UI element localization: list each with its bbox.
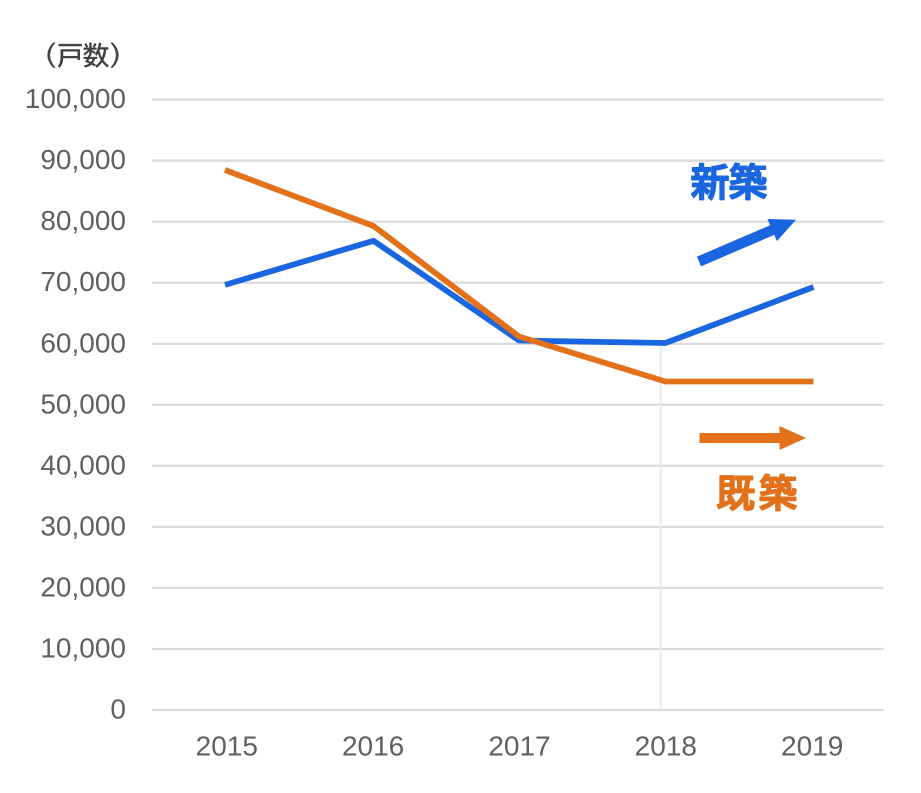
svg-text:100,000: 100,000 [25,83,126,114]
svg-text:60,000: 60,000 [40,327,126,358]
svg-text:2017: 2017 [488,731,550,762]
svg-text:80,000: 80,000 [40,205,126,236]
svg-text:2019: 2019 [781,731,843,762]
svg-text:10,000: 10,000 [40,633,126,664]
svg-text:40,000: 40,000 [40,449,126,480]
svg-text:20,000: 20,000 [40,571,126,602]
svg-text:2016: 2016 [342,731,404,762]
svg-text:70,000: 70,000 [40,266,126,297]
svg-text:0: 0 [110,694,126,725]
svg-text:50,000: 50,000 [40,388,126,419]
svg-text:90,000: 90,000 [40,144,126,175]
svg-text:30,000: 30,000 [40,510,126,541]
svg-text:2018: 2018 [635,731,697,762]
svg-text:2015: 2015 [196,731,258,762]
